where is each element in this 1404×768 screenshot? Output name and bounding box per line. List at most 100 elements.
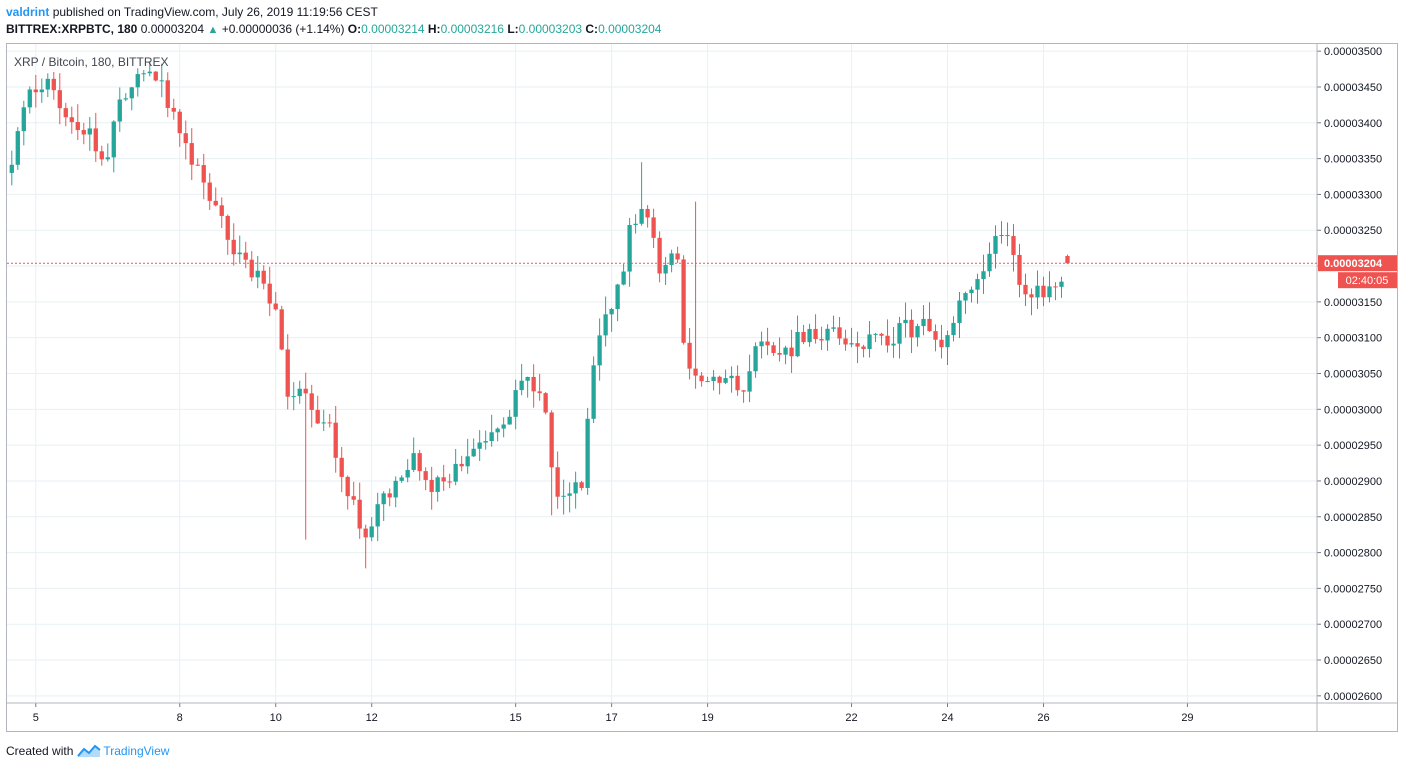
candle-body <box>381 493 386 505</box>
candle-body <box>819 339 824 341</box>
candle-body <box>609 309 614 315</box>
candle-body <box>1059 281 1064 287</box>
candle-body <box>243 252 248 260</box>
low-value: 0.00003203 <box>518 22 583 36</box>
candle-body <box>237 252 242 255</box>
candle-body <box>783 347 788 355</box>
chart-frame[interactable] <box>6 43 1398 732</box>
candle-body <box>27 89 32 108</box>
candle-body <box>855 343 860 347</box>
candle-body <box>147 71 152 74</box>
candle-body <box>957 300 962 323</box>
candle-body <box>195 164 200 166</box>
candle-body <box>621 271 626 285</box>
candle-body <box>213 200 218 206</box>
candle-body <box>291 396 296 398</box>
candle-body <box>759 341 764 347</box>
candle-body <box>747 371 752 392</box>
symbol-label: BITTREX:XRPBTC, 180 <box>6 22 138 36</box>
candle-body <box>159 80 164 82</box>
high-value: 0.00003216 <box>440 22 504 36</box>
candle-body <box>549 412 554 468</box>
low-label: L: <box>507 22 519 36</box>
candle-body <box>861 346 866 349</box>
footer: Created with TradingView <box>6 743 169 759</box>
candle-body <box>741 390 746 392</box>
y-tick-label: 0.00003250 <box>1324 225 1382 237</box>
candle-body <box>843 338 848 345</box>
candle-body <box>675 253 680 260</box>
x-tick-label: 17 <box>605 712 617 724</box>
candle-body <box>93 128 98 152</box>
candle-body <box>69 117 74 123</box>
candle-body <box>261 270 266 284</box>
candle-body <box>531 376 536 392</box>
candle-body <box>423 471 428 480</box>
candle-body <box>429 479 434 492</box>
candle-body <box>453 463 458 482</box>
candle-body <box>687 342 692 369</box>
candle-body <box>801 332 806 343</box>
candle-body <box>633 223 638 226</box>
y-tick-label: 0.00003450 <box>1324 82 1382 94</box>
candle-body <box>969 289 974 294</box>
symbol-info: BITTREX:XRPBTC, 180 0.00003204 ▲ +0.0000… <box>6 21 661 38</box>
candle-body <box>903 319 908 324</box>
candle-body <box>129 87 134 99</box>
candle-body <box>435 477 440 492</box>
candle-body <box>1065 256 1070 264</box>
candle-body <box>165 80 170 108</box>
candle-body <box>789 347 794 357</box>
y-tick-label: 0.00002800 <box>1324 548 1382 560</box>
candle-body <box>489 432 494 442</box>
x-tick-label: 15 <box>510 712 522 724</box>
candle-body <box>579 482 584 488</box>
price-change: +0.00000036 (+1.14%) <box>221 22 345 36</box>
candle-body <box>837 327 842 339</box>
y-tick-label: 0.00003500 <box>1324 46 1382 58</box>
candle-body <box>939 339 944 348</box>
candle-body <box>279 309 284 350</box>
candle-body <box>729 375 734 379</box>
created-with-label: Created with <box>6 744 74 758</box>
candle-body <box>135 74 140 88</box>
candle-body <box>39 89 44 93</box>
candle-body <box>297 388 302 397</box>
candle-body <box>231 239 236 255</box>
candle-body <box>219 205 224 216</box>
author-name[interactable]: valdrint <box>6 5 50 19</box>
y-tick-label: 0.00002700 <box>1324 619 1382 631</box>
y-tick-label: 0.00002900 <box>1324 476 1382 488</box>
candle-body <box>255 270 260 278</box>
candle-body <box>951 322 956 336</box>
candle-body <box>879 333 884 336</box>
y-tick-label: 0.00002850 <box>1324 512 1382 524</box>
candle-body <box>567 493 572 496</box>
tradingview-brand[interactable]: TradingView <box>103 744 170 758</box>
candle-body <box>561 495 566 497</box>
candle-body <box>573 482 578 494</box>
candle-body <box>81 130 86 135</box>
candle-body <box>867 334 872 349</box>
candle-body <box>63 108 68 118</box>
candle-body <box>351 496 356 500</box>
candle-body <box>267 283 272 304</box>
candle-body <box>393 480 398 498</box>
tradingview-logo-icon[interactable] <box>77 744 101 758</box>
candle-body <box>639 208 644 224</box>
candle-body <box>1017 254 1022 285</box>
candle-body <box>183 133 188 144</box>
candle-body <box>771 345 776 353</box>
x-tick-label: 29 <box>1181 712 1193 724</box>
x-tick-label: 22 <box>845 712 857 724</box>
candle-body <box>273 303 278 310</box>
candle-body <box>303 388 308 394</box>
candle-body <box>699 375 704 382</box>
candle-body <box>657 237 662 274</box>
candle-body <box>753 346 758 372</box>
candle-body <box>585 418 590 488</box>
candle-body <box>201 165 206 183</box>
candle-body <box>669 253 674 265</box>
x-tick-label: 5 <box>33 712 39 724</box>
